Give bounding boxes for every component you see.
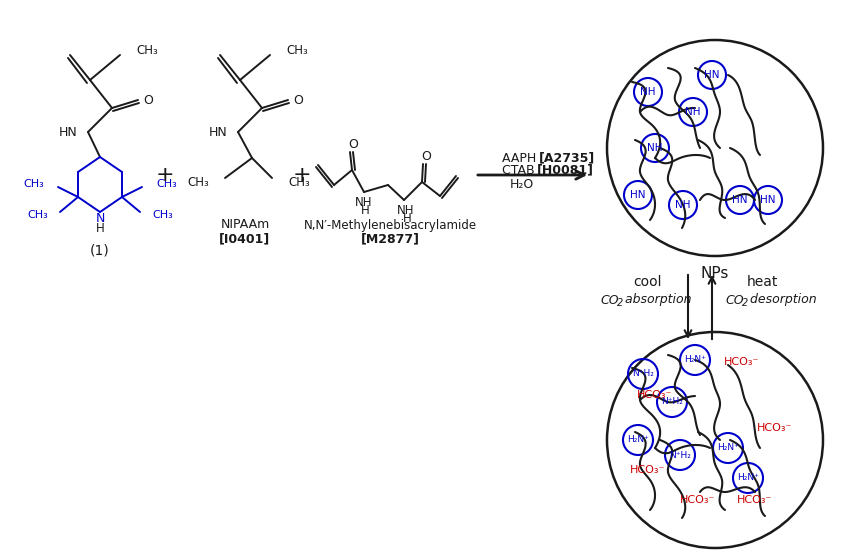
Text: N⁺H₂: N⁺H₂: [632, 370, 654, 379]
Text: H₂O: H₂O: [510, 178, 534, 191]
Text: H₂N⁺: H₂N⁺: [684, 355, 706, 365]
Text: CH₃: CH₃: [152, 210, 173, 220]
Text: [A2735]: [A2735]: [539, 151, 595, 165]
Text: +: +: [293, 165, 311, 185]
Text: NH: NH: [355, 196, 373, 208]
Text: H: H: [96, 221, 104, 235]
Text: absorption: absorption: [621, 294, 691, 306]
Text: H₂N⁺: H₂N⁺: [737, 474, 759, 483]
Text: O: O: [421, 150, 431, 162]
Text: HCO₃⁻: HCO₃⁻: [638, 390, 672, 400]
Text: heat: heat: [746, 275, 778, 289]
Text: H: H: [360, 205, 370, 217]
Text: CH₃: CH₃: [187, 176, 209, 188]
Text: 2: 2: [617, 298, 623, 308]
Text: NH: NH: [647, 143, 663, 153]
Text: N,N′-Methylenebisacrylamide: N,N′-Methylenebisacrylamide: [304, 220, 477, 232]
Text: HCO₃⁻: HCO₃⁻: [680, 495, 716, 505]
Text: NH: NH: [640, 87, 656, 97]
Text: CH₃: CH₃: [136, 43, 158, 57]
Text: HCO₃⁻: HCO₃⁻: [630, 465, 666, 475]
Text: HCO₃⁻: HCO₃⁻: [757, 423, 793, 433]
Text: N⁺H₂: N⁺H₂: [661, 398, 683, 406]
Text: HN: HN: [761, 195, 776, 205]
Text: CO: CO: [725, 294, 744, 306]
Text: NH: NH: [397, 203, 415, 216]
Text: NIPAAm: NIPAAm: [220, 219, 270, 231]
Text: HN: HN: [59, 126, 78, 138]
Text: N⁺H₂: N⁺H₂: [669, 450, 691, 459]
Text: NH: NH: [685, 107, 700, 117]
Text: CH₃: CH₃: [27, 210, 48, 220]
Text: CH₃: CH₃: [156, 179, 176, 189]
Text: HN: HN: [733, 195, 748, 205]
Text: (1): (1): [90, 243, 110, 257]
Text: O: O: [348, 137, 358, 151]
Text: [M2877]: [M2877]: [360, 232, 420, 246]
Text: O: O: [143, 95, 153, 107]
Text: HCO₃⁻: HCO₃⁻: [737, 495, 773, 505]
Text: AAPH: AAPH: [502, 151, 540, 165]
Text: desorption: desorption: [746, 294, 817, 306]
Text: NPs: NPs: [700, 266, 729, 281]
Text: H₂N⁺: H₂N⁺: [717, 444, 739, 453]
Text: HCO₃⁻: HCO₃⁻: [724, 357, 760, 367]
Text: H₂N⁺: H₂N⁺: [627, 435, 649, 444]
Text: CTAB: CTAB: [502, 163, 538, 176]
Text: N: N: [95, 211, 104, 225]
Text: H: H: [403, 212, 411, 226]
Text: HN: HN: [630, 190, 645, 200]
Text: +: +: [156, 165, 175, 185]
Text: HN: HN: [704, 70, 720, 80]
Text: [I0401]: [I0401]: [220, 232, 271, 246]
Text: CH₃: CH₃: [286, 43, 308, 57]
Text: CO: CO: [600, 294, 619, 306]
Text: 2: 2: [742, 298, 748, 308]
Text: CH₃: CH₃: [23, 179, 44, 189]
Text: NH: NH: [675, 200, 691, 210]
Text: O: O: [293, 95, 303, 107]
Text: cool: cool: [633, 275, 662, 289]
Text: CH₃: CH₃: [288, 176, 310, 188]
Text: HN: HN: [209, 126, 228, 138]
Text: [H0081]: [H0081]: [537, 163, 594, 176]
